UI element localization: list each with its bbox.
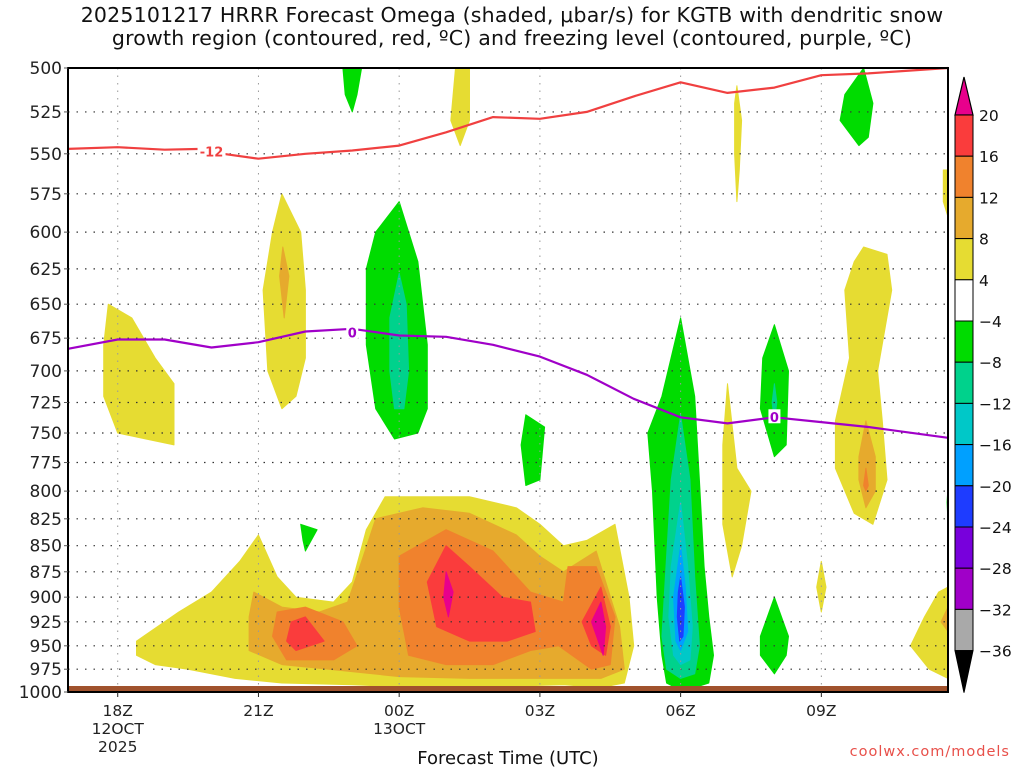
colorbar-label: −20 [979,478,1012,496]
contour-lines: -12 0 0 [67,66,949,439]
omega-region [286,616,325,651]
y-tick-label: 975 [30,660,62,680]
colorbar-label: −24 [979,519,1012,537]
colorbar: 20 16 12 8 4 −4 −8 −12 −16 −20 −24 −28 −32 −36 [954,76,1012,693]
colorbar-label: −4 [979,313,1002,331]
colorbar-bin [954,567,974,610]
omega-region [839,68,874,147]
colorbar-bin [954,279,974,322]
omega-region [279,246,290,319]
colorbar-bin [954,402,974,446]
y-tick-label: 575 [30,185,62,205]
colorbar-label: 4 [979,272,989,290]
colorbar-label: −16 [979,437,1012,455]
omega-shading [103,68,948,691]
y-tick-label: 750 [30,424,62,444]
y-tick-label: 925 [30,613,62,633]
x-tick-label: 06Z [665,702,695,720]
chart-title-line-1: 2025101217 HRRR Forecast Omega (shaded, … [80,3,944,27]
plot-frame [67,67,949,693]
y-tick-label: 775 [30,454,62,474]
x-tick-label: 18Z [103,702,133,720]
colorbar-bin [954,320,974,363]
colorbar-bin [954,526,974,569]
colorbar-label: 20 [979,107,999,125]
y-tick-label: 500 [30,59,62,79]
ground-strip [68,686,948,692]
y-tick-label: 725 [30,393,62,413]
colorbar-bottom-arrow [954,650,974,693]
x-tick-label: 12OCT [92,720,145,738]
colorbar-bin [954,196,974,240]
contour-label-background [346,324,359,339]
omega-region [942,169,948,218]
contour-label: 0 [770,411,779,426]
omega-region [389,272,410,410]
colorbar-label: −36 [979,643,1012,661]
y-tick-label: 950 [30,637,62,657]
colorbar-bin [954,238,974,281]
colorbar-top-arrow [954,76,974,116]
y-tick-label: 700 [30,362,62,382]
y-tick-label: 1000 [19,683,62,703]
y-tick-label: 675 [30,329,62,349]
omega-region [834,246,893,525]
chart-title-line-2: growth region (contoured, red, ºC) and f… [111,26,913,50]
colorbar-bin [954,608,974,652]
omega-region [858,420,876,509]
x-axis-title: Forecast Time (UTC) [417,748,598,768]
omega-region [342,68,363,113]
x-tick-label: 13OCT [373,720,426,738]
colorbar-label: −28 [979,560,1012,578]
x-tick-label: 03Z [525,702,555,720]
y-tick-label: 550 [30,145,62,165]
y-tick-label: 825 [30,510,62,530]
omega-region [443,571,454,618]
colorbar-bin [954,444,974,487]
omega-region [520,414,546,486]
colorbar-label: 16 [979,148,999,166]
contour-label-background [768,409,781,424]
omega-region [300,523,318,552]
colorbar-label: −8 [979,354,1002,372]
y-tick-label: 900 [30,588,62,608]
omega-region [722,383,752,578]
contour-label: -12 [200,146,224,161]
colorbar-label: 12 [979,189,999,207]
credit-link[interactable]: coolwx.com/models [850,744,1010,760]
y-tick-label: 600 [30,223,62,243]
omega-region [426,545,536,642]
omega-region [863,467,869,492]
omega-region [940,606,948,632]
colorbar-bin [954,485,974,528]
colorbar-label: 8 [979,231,989,249]
omega-region [591,601,607,656]
colorbar-bin [954,114,974,157]
y-tick-label: 525 [30,103,62,123]
x-tick-label: 2025 [98,738,137,756]
y-tick-label: 875 [30,563,62,583]
colorbar-label: −32 [979,601,1012,619]
x-tick-label: 09Z [806,702,836,720]
y-tick-label: 625 [30,260,62,280]
x-tick-label: 21Z [243,702,273,720]
colorbar-label: −12 [979,395,1012,413]
colorbar-bin [954,361,974,404]
omega-region [759,596,789,675]
chart-title: 2025101217 HRRR Forecast Omega (shaded, … [0,4,1024,50]
y-tick-label: 800 [30,482,62,502]
contour-label-background [197,144,226,159]
x-tick-label: 00Z [384,702,414,720]
axes: 500 525 550 575 600 625 650 675 700 725 750 775 800 8… [19,59,949,756]
y-tick-label: 850 [30,537,62,557]
omega-region [734,85,743,203]
y-tick-label: 650 [30,295,62,315]
contour-label: 0 [348,326,357,341]
colorbar-bin [954,155,974,198]
